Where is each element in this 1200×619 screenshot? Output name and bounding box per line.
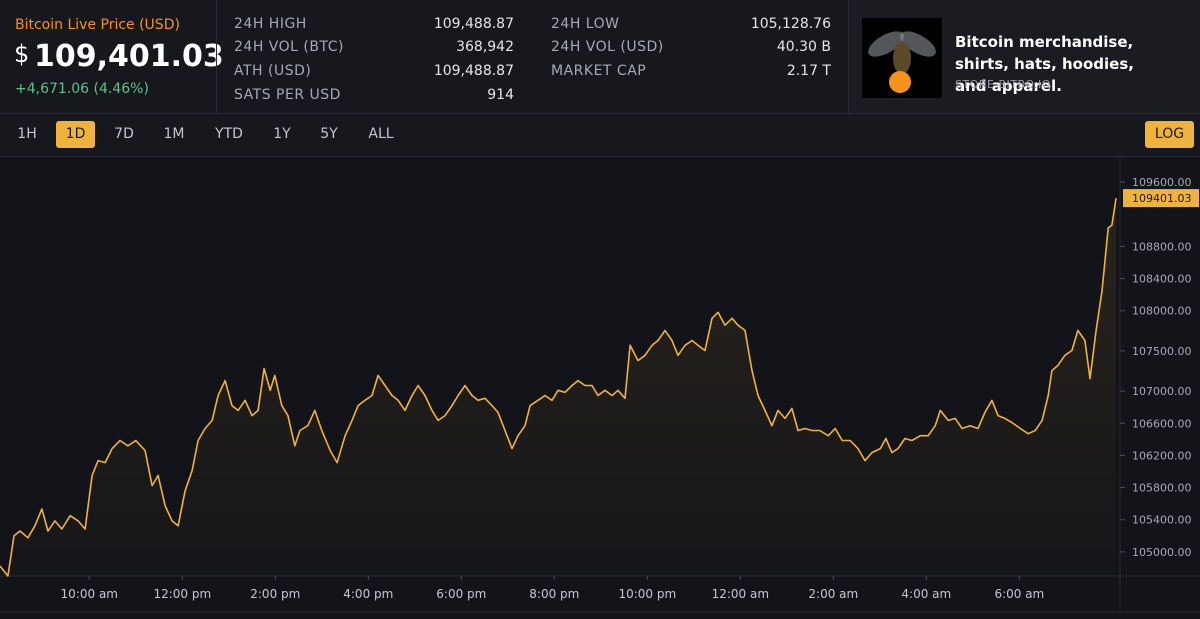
ad-image bbox=[862, 18, 942, 98]
stat-value: 914 bbox=[487, 87, 514, 103]
stat-value: 2.17 T bbox=[786, 63, 831, 79]
stat-value: 368,942 bbox=[456, 39, 514, 55]
range-button[interactable]: YTD bbox=[215, 126, 243, 142]
x-tick-label: 12:00 pm bbox=[153, 587, 211, 601]
price-line bbox=[0, 197, 1117, 577]
stat-label: 24H VOL (BTC) bbox=[234, 39, 344, 55]
y-tick-label: 108800.00 bbox=[1132, 240, 1192, 253]
range-button[interactable]: 1M bbox=[163, 126, 185, 142]
range-button[interactable]: 5Y bbox=[320, 126, 338, 142]
stat-value: 105,128.76 bbox=[750, 16, 831, 32]
range-button[interactable]: 7D bbox=[114, 126, 134, 142]
stat-label: 24H VOL (USD) bbox=[551, 39, 664, 55]
y-tick-label: 107000.00 bbox=[1132, 385, 1192, 398]
ad[interactable]: Bitcoin merchandise, shirts, hats, hoodi… bbox=[849, 0, 1200, 113]
range-button[interactable]: 1D bbox=[56, 121, 95, 148]
stat-label: ATH (USD) bbox=[234, 63, 312, 79]
y-tick-label: 105000.00 bbox=[1132, 546, 1192, 559]
x-tick-label: 6:00 am bbox=[994, 587, 1044, 601]
y-tick-label: 106200.00 bbox=[1132, 449, 1192, 462]
title: Bitcoin Live Price (USD) bbox=[15, 17, 180, 33]
y-tick-label: 105400.00 bbox=[1132, 514, 1192, 527]
y-tick-label: 107500.00 bbox=[1132, 345, 1192, 358]
range-button[interactable]: ALL bbox=[368, 126, 394, 142]
divider bbox=[848, 0, 849, 113]
price: 109,401.03 bbox=[34, 39, 224, 74]
range-button[interactable]: 1Y bbox=[273, 126, 291, 142]
ad-text: Bitcoin merchandise, shirts, hats, hoodi… bbox=[955, 33, 1134, 95]
price-change: +4,671.06 (4.46%) bbox=[15, 81, 149, 97]
y-tick-label: 106600.00 bbox=[1132, 417, 1192, 430]
x-tick-label: 10:00 pm bbox=[618, 587, 676, 601]
stat-label: MARKET CAP bbox=[551, 63, 647, 79]
x-tick-label: 8:00 pm bbox=[529, 587, 579, 601]
x-tick-label: 4:00 am bbox=[901, 587, 951, 601]
divider bbox=[216, 0, 217, 113]
y-tick-label: 108400.00 bbox=[1132, 273, 1192, 286]
range-button[interactable]: 1H bbox=[17, 126, 37, 142]
stat-value: 109,488.87 bbox=[433, 63, 514, 79]
ad-url: STORE.BITBO.IO bbox=[955, 78, 1051, 91]
toolbar: LOG 1H 1D 7D 1M YTD 1Y 5Y ALL bbox=[0, 114, 1200, 157]
last-price-tag bbox=[1123, 189, 1199, 208]
stat-label: 24H HIGH bbox=[234, 16, 307, 32]
header: Bitcoin Live Price (USD) $ 109,401.03 +4… bbox=[0, 0, 1200, 114]
currency: $ bbox=[14, 40, 30, 68]
y-tick-label: 108000.00 bbox=[1132, 305, 1192, 318]
x-tick-label: 6:00 pm bbox=[436, 587, 486, 601]
stat-label: 24H LOW bbox=[551, 16, 620, 32]
x-tick-label: 4:00 pm bbox=[343, 587, 393, 601]
x-tick-label: 12:00 am bbox=[712, 587, 769, 601]
x-tick-label: 2:00 am bbox=[808, 587, 858, 601]
x-tick-label: 2:00 pm bbox=[250, 587, 300, 601]
log-button[interactable]: LOG bbox=[1145, 121, 1194, 148]
price-area bbox=[0, 198, 1117, 576]
last-price-label: 109401.03 bbox=[1132, 192, 1192, 205]
stat-value: 109,488.87 bbox=[433, 16, 514, 32]
y-tick-label: 105800.00 bbox=[1132, 482, 1192, 495]
stat-label: SATS PER USD bbox=[234, 87, 341, 103]
stat-value: 40.30 B bbox=[776, 39, 831, 55]
x-tick-label: 10:00 am bbox=[61, 587, 118, 601]
y-tick-label: 109600.00 bbox=[1132, 176, 1192, 189]
